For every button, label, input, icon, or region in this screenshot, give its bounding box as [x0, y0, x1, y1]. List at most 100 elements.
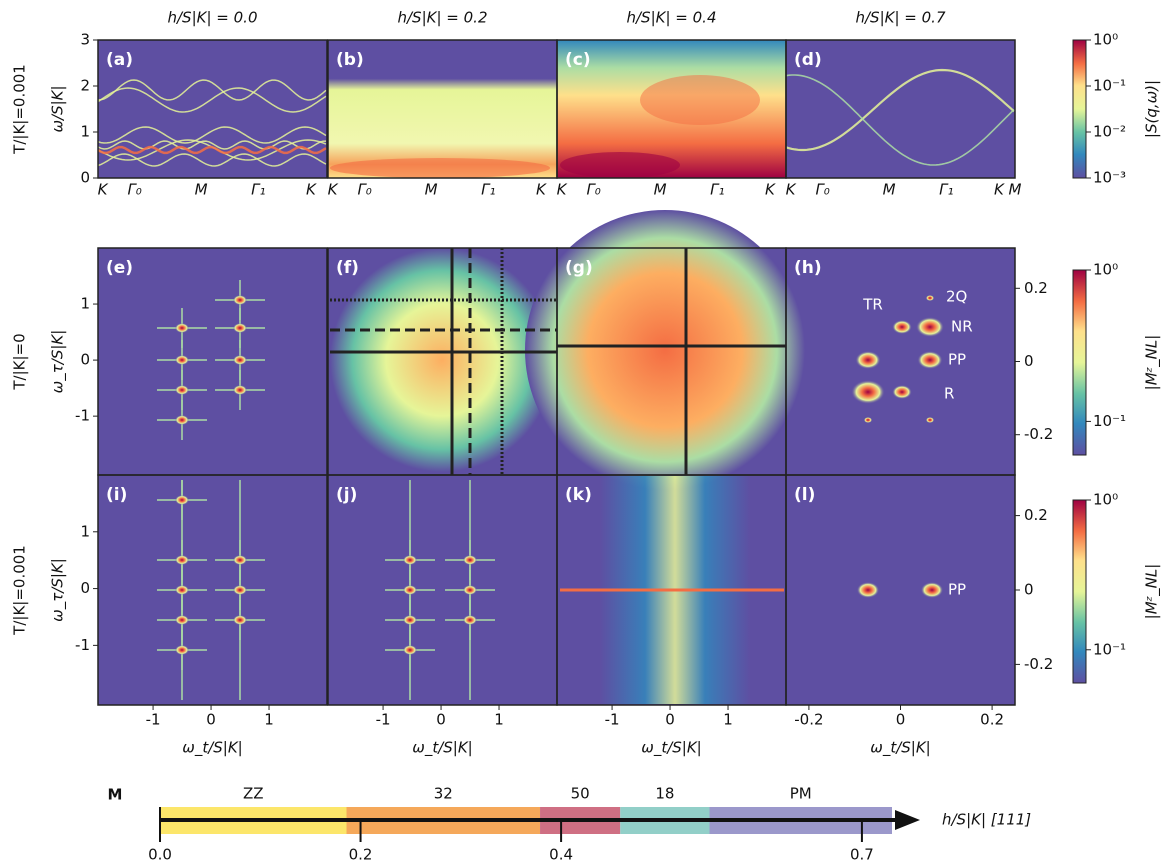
colorbar: [1072, 499, 1087, 684]
y-tick-label: -0.2: [1024, 655, 1053, 673]
heatmap: [786, 475, 1015, 705]
spectral-weight: [855, 351, 881, 369]
annotation: NR: [951, 318, 973, 336]
x-tick-label: 0: [896, 711, 906, 729]
x-tick-label: Γ₀: [586, 181, 600, 199]
spectral-weight: [925, 295, 935, 301]
x-axis-label: ω_t/S|K|: [641, 739, 701, 758]
spectral-weight: [856, 582, 880, 598]
x-tick-label: 0.2: [349, 846, 373, 864]
spectral-weight: [925, 417, 935, 423]
spectral-weight: [916, 317, 944, 337]
panel-label: (d): [794, 50, 822, 70]
band: [97, 140, 327, 150]
spectral-weight: [403, 615, 417, 625]
heatmap: [328, 40, 557, 178]
x-tick-label: M: [654, 181, 667, 199]
spectral-weight: [233, 585, 247, 595]
x-tick-label: M: [883, 181, 896, 199]
x-axis-label: h/S|K| [111]: [942, 811, 1031, 829]
panel-label: (a): [106, 50, 133, 70]
y-tick-label: 0: [80, 169, 90, 187]
heatmap: [786, 40, 1015, 178]
x-tick-label: Γ₀: [127, 181, 141, 199]
x-tick-label: -1: [146, 711, 161, 729]
x-tick-label: K: [557, 181, 568, 199]
heatmap: [98, 475, 327, 705]
spectral-weight: [892, 320, 912, 334]
x-tick-label: Γ₀: [815, 181, 829, 199]
band: [97, 79, 327, 101]
y-tick-label: 1: [80, 522, 90, 540]
annotation: PP: [948, 581, 966, 599]
spectral-weight: [175, 415, 189, 425]
colorbar-label: |Mᶻ_NL|: [1143, 335, 1162, 391]
band: [785, 74, 1015, 166]
y-axis-label: ω/S|K|: [49, 85, 67, 132]
x-axis-label: ω_t/S|K|: [412, 739, 472, 758]
heatmap: [328, 475, 557, 705]
y-tick-label: 2: [80, 77, 90, 95]
x-tick-label: 0: [665, 711, 675, 729]
panel-label: (h): [794, 258, 822, 278]
x-tick-label: 1: [494, 711, 504, 729]
x-tick-label: 0.0: [148, 846, 172, 864]
spectral-weight: [403, 555, 417, 565]
colorbar-tick-label: 10⁻¹: [1093, 640, 1126, 658]
colorbar-tick-label: 10⁻¹: [1093, 412, 1126, 430]
spectral-weight: [403, 585, 417, 595]
x-tick-label: Γ₁: [481, 181, 495, 199]
column-title: h/S|K| = 0.2: [398, 9, 488, 27]
y-tick-label: 0: [80, 579, 90, 597]
spectral-weight: [175, 555, 189, 565]
x-tick-label: 0.4: [549, 846, 573, 864]
spectral-weight: [233, 385, 247, 395]
y-tick-label: 1: [80, 295, 90, 313]
spectral-weight: [175, 385, 189, 395]
spectral-weight: [233, 355, 247, 365]
panel-frame: [785, 39, 1016, 179]
colorbar-label: |S(q,ω)|: [1143, 80, 1161, 138]
x-tick-label: Γ₀: [357, 181, 371, 199]
panel-label: (i): [106, 485, 127, 505]
y-axis-label: ω_τ/S|K|: [49, 558, 68, 622]
y-tick-label: 3: [80, 31, 90, 49]
x-axis-label: ω_t/S|K|: [870, 739, 930, 758]
y-tick-label: 0.2: [1024, 279, 1048, 297]
heatmap: [98, 40, 327, 178]
panel-label: (l): [794, 485, 815, 505]
spectral-weight: [463, 555, 477, 565]
x-tick-label: K: [536, 181, 547, 199]
spectral-weight: [175, 615, 189, 625]
x-tick-label: 0.2: [980, 711, 1004, 729]
spectral-weight: [330, 158, 550, 178]
band: [97, 87, 327, 113]
band: [785, 68, 1015, 152]
band: [97, 145, 327, 155]
y-tick-label: 0: [1024, 581, 1034, 599]
x-tick-label: 0: [206, 711, 216, 729]
x-tick-label: -1: [376, 711, 391, 729]
arrow-head: [895, 810, 920, 830]
x-tick-label: K: [98, 181, 109, 199]
spectral-weight: [175, 585, 189, 595]
x-tick-label: 1: [264, 711, 274, 729]
spectral-weight: [175, 495, 189, 505]
panel-label: (e): [106, 258, 133, 278]
section-label: M: [108, 786, 123, 804]
row-label: T/|K|=0: [11, 333, 29, 390]
x-tick-label: K: [786, 181, 797, 199]
colorbar-tick-label: 10⁻²: [1093, 123, 1126, 141]
panel-label: (k): [565, 485, 592, 505]
spectral-weight: [233, 323, 247, 333]
phase-name: 18: [655, 785, 674, 803]
phase-name: 50: [571, 785, 590, 803]
phase-name: PM: [790, 785, 812, 803]
annotation: R: [944, 385, 954, 403]
column-title: h/S|K| = 0.7: [856, 9, 946, 27]
panel-label: (j): [336, 485, 357, 505]
x-tick-label: K: [306, 181, 317, 199]
spectral-weight: [233, 615, 247, 625]
spectral-weight: [463, 615, 477, 625]
